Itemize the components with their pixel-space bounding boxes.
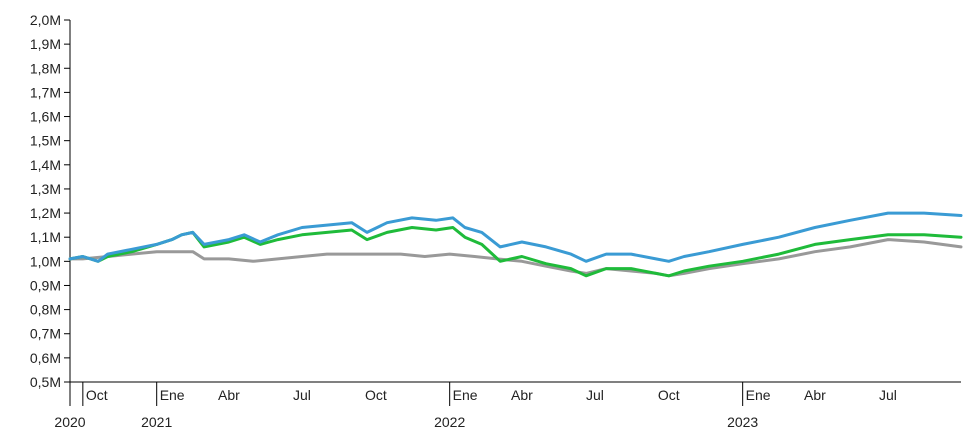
- x-year-label: 2022: [434, 414, 465, 430]
- x-tick-label: Oct: [658, 387, 680, 403]
- x-tick-label: Jul: [879, 387, 897, 403]
- x-tick-label: Jul: [293, 387, 311, 403]
- y-axis: 0,5M 0,6M 0,7M 0,8M 0,9M 1,0M 1,1M 1,2M 1,3M 1,4M…: [30, 12, 71, 406]
- series-line-2: [68, 238, 963, 278]
- y-tick-label: 0,7M: [30, 326, 61, 342]
- x-tick-label: Ene: [746, 387, 771, 403]
- y-tick-label: 0,8M: [30, 302, 61, 318]
- y-tick-label: 1,5M: [30, 133, 61, 149]
- y-tick-label: 1,3M: [30, 181, 61, 197]
- series-line-0: [68, 211, 963, 263]
- x-axis: Oct Ene Abr Jul Oct Ene Abr Jul Oct Ene Abr Jul 2020…: [54, 381, 961, 430]
- x-year-label: 2023: [727, 414, 758, 430]
- y-tick-label: 1,9M: [30, 36, 61, 52]
- x-tick-label: Abr: [804, 387, 826, 403]
- y-tick-label: 0,6M: [30, 350, 61, 366]
- x-tick-label: Ene: [453, 387, 478, 403]
- series-layer: [68, 211, 963, 278]
- x-tick-label: Abr: [218, 387, 240, 403]
- x-tick-label: Ene: [160, 387, 185, 403]
- x-tick-label: Jul: [586, 387, 604, 403]
- x-year-label: 2020: [54, 414, 85, 430]
- y-tick-label: 1,1M: [30, 229, 61, 245]
- y-tick-label: 0,9M: [30, 277, 61, 293]
- x-tick-label: Oct: [86, 387, 108, 403]
- y-tick-label: 1,2M: [30, 205, 61, 221]
- y-tick-label: 1,7M: [30, 84, 61, 100]
- y-tick-label: 0,5M: [30, 374, 61, 390]
- y-tick-label: 1,8M: [30, 60, 61, 76]
- y-tick-label: 1,6M: [30, 109, 61, 125]
- x-year-label: 2021: [141, 414, 172, 430]
- y-tick-label: 2,0M: [30, 12, 61, 28]
- x-tick-label: Oct: [365, 387, 387, 403]
- y-tick-label: 1,0M: [30, 253, 61, 269]
- series-line-1: [68, 226, 963, 278]
- y-tick-label: 1,4M: [30, 157, 61, 173]
- x-tick-label: Abr: [511, 387, 533, 403]
